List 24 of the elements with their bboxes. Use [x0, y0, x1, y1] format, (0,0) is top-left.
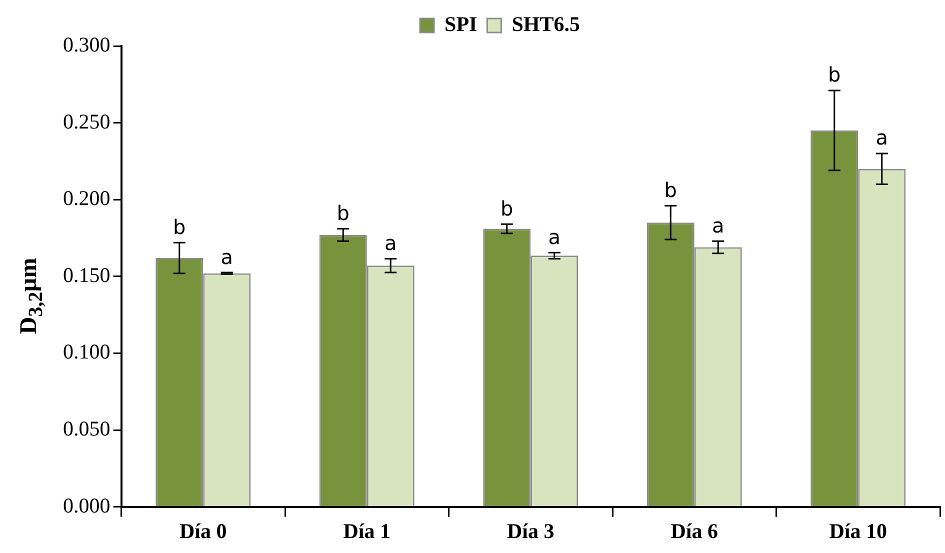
data-label: b — [173, 214, 186, 239]
y-tick-label: 0.200 — [63, 186, 110, 210]
y-tick-label: 0.100 — [63, 340, 110, 364]
data-label: a — [220, 244, 233, 269]
y-tick-label: 0.050 — [63, 416, 110, 441]
data-label: b — [664, 178, 677, 202]
data-label: a — [384, 230, 397, 255]
data-label: b — [828, 62, 841, 87]
y-tick-label: 0.250 — [63, 109, 110, 134]
x-tick-label: Día 3 — [507, 518, 554, 543]
data-label: b — [336, 200, 350, 225]
x-tick-label: Día 10 — [829, 518, 887, 543]
data-label: a — [876, 126, 888, 150]
x-tick-label: Día 0 — [180, 518, 227, 543]
legend-label: SHT6.5 — [512, 12, 580, 36]
y-tick-label: 0.300 — [63, 32, 110, 57]
data-label: a — [712, 213, 724, 238]
legend-label: SPI — [444, 12, 478, 36]
x-tick-label: Día 6 — [670, 518, 718, 543]
x-tick-label: Día 1 — [343, 518, 390, 543]
y-tick-label: 0.000 — [63, 493, 110, 518]
data-label: b — [500, 196, 514, 220]
y-tick-label: 0.150 — [63, 262, 110, 287]
data-label: a — [548, 224, 560, 249]
